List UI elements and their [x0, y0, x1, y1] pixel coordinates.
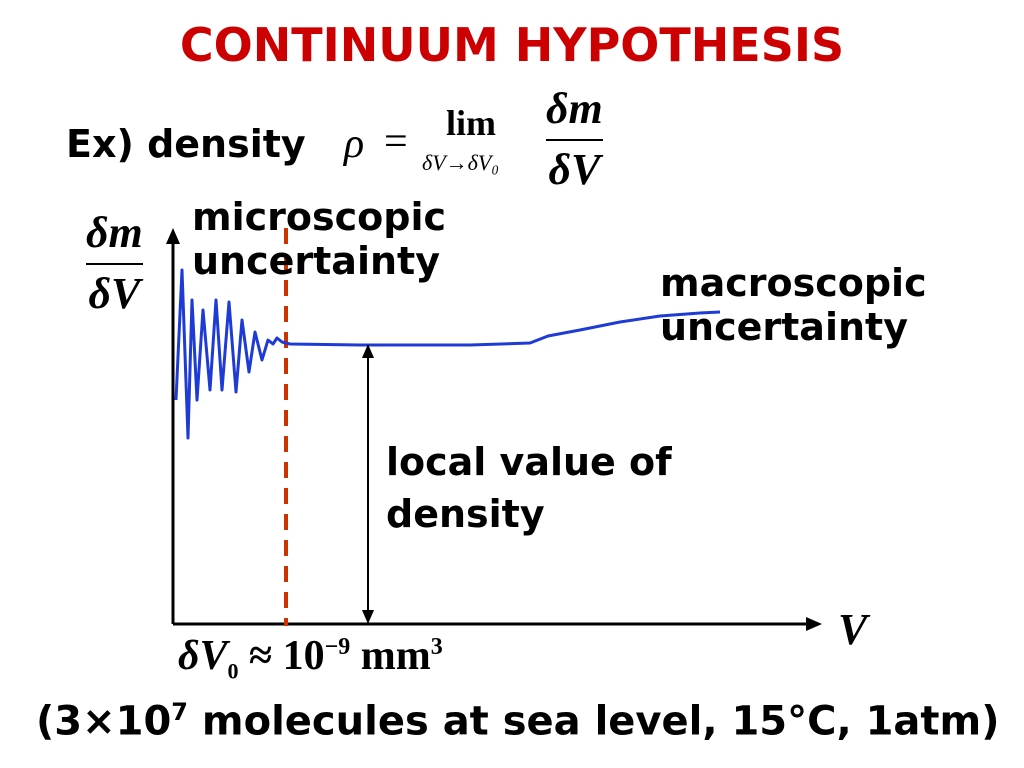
y-axis-arrowhead — [166, 228, 180, 244]
threshold-lhs: δV — [178, 633, 228, 679]
fraction-bar — [546, 138, 603, 141]
local-density-label: local value of density — [386, 436, 672, 541]
equals-sign: = — [384, 119, 408, 165]
threshold-unit-exponent: 3 — [430, 634, 443, 660]
y-label-denominator: δV — [88, 268, 141, 318]
approx-sign: ≈ — [249, 633, 273, 679]
fraction-denominator: δV — [548, 144, 601, 194]
density-curve — [174, 268, 721, 440]
y-axis-label: δm δV — [86, 208, 143, 319]
threshold-sub: 0 — [227, 658, 239, 684]
local-line-2: density — [386, 492, 545, 537]
x-axis-label: V — [838, 605, 868, 654]
microscopic-uncertainty-label: microscopic uncertainty — [192, 195, 446, 283]
molecule-count-note: (3×107 molecules at sea level, 15°C, 1at… — [36, 698, 1000, 744]
note-exponent: 7 — [171, 698, 188, 726]
fraction-numerator: δm — [546, 84, 603, 133]
density-fraction: δm δV — [546, 84, 603, 195]
rho-symbol: ρ — [344, 121, 365, 167]
page-title: CONTINUUM HYPOTHESIS — [179, 18, 845, 72]
y-label-numerator: δm — [86, 208, 143, 257]
local-value-arrowhead-bottom — [362, 610, 374, 624]
example-label: Ex) density — [66, 122, 306, 166]
threshold-exponent: −9 — [324, 634, 351, 660]
micro-line-2: uncertainty — [192, 238, 440, 283]
note-prefix: (3×10 — [36, 698, 172, 745]
local-line-1: local value of — [386, 440, 672, 484]
macro-line-1: macroscopic — [660, 261, 927, 305]
threshold-base: 10 — [282, 633, 325, 679]
macro-line-2: uncertainty — [660, 304, 908, 349]
local-value-arrowhead-top — [362, 344, 374, 358]
micro-line-1: microscopic — [192, 195, 446, 239]
x-axis-arrowhead — [806, 617, 822, 631]
y-label-bar — [86, 262, 143, 265]
threshold-volume: δV0 ≈ 10−9 mm3 — [178, 632, 443, 684]
threshold-unit: mm — [360, 633, 431, 679]
limit-subscript: δV→δV₀ — [422, 150, 499, 175]
note-rest: molecules at sea level, 15°C, 1atm) — [188, 698, 1000, 745]
limit-operator: lim — [446, 103, 496, 143]
macroscopic-uncertainty-label: macroscopic uncertainty — [660, 261, 927, 349]
